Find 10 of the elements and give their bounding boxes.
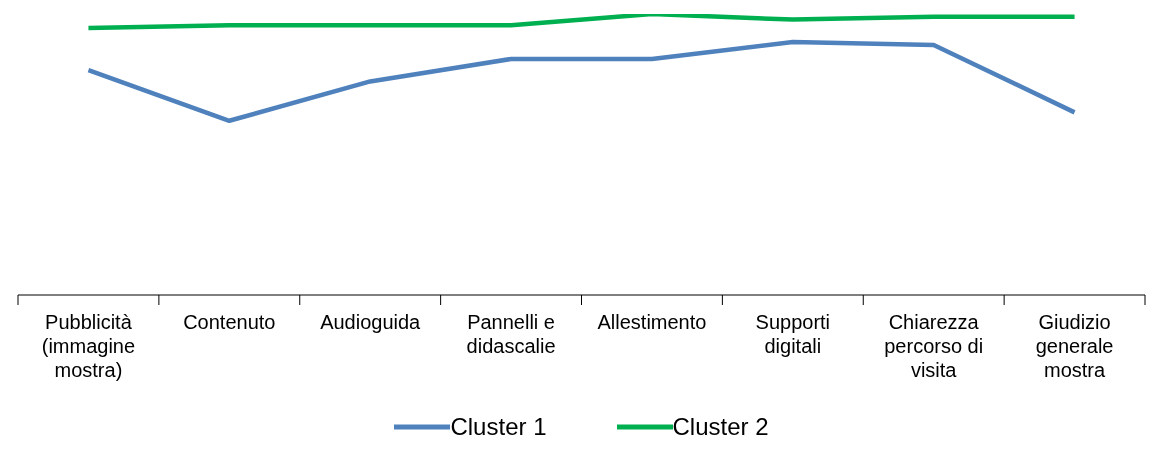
x-tick-label: Chiarezza percorso di visita	[884, 311, 984, 381]
x-tick-label: Contenuto	[183, 311, 276, 333]
legend-label: Cluster 2	[672, 413, 769, 441]
x-tick-label: Giudizio generale mostra	[1035, 311, 1114, 381]
x-tick-label: Audioguida	[320, 311, 422, 333]
x-tick-label: Supporti digitali	[755, 311, 831, 357]
x-tick-label: Allestimento	[597, 311, 707, 333]
legend-label: Cluster 1	[450, 413, 547, 441]
x-tick-label: Pubblicità (immagine mostra)	[41, 311, 136, 381]
x-tick-label: Pannelli e didascalie	[466, 311, 556, 357]
